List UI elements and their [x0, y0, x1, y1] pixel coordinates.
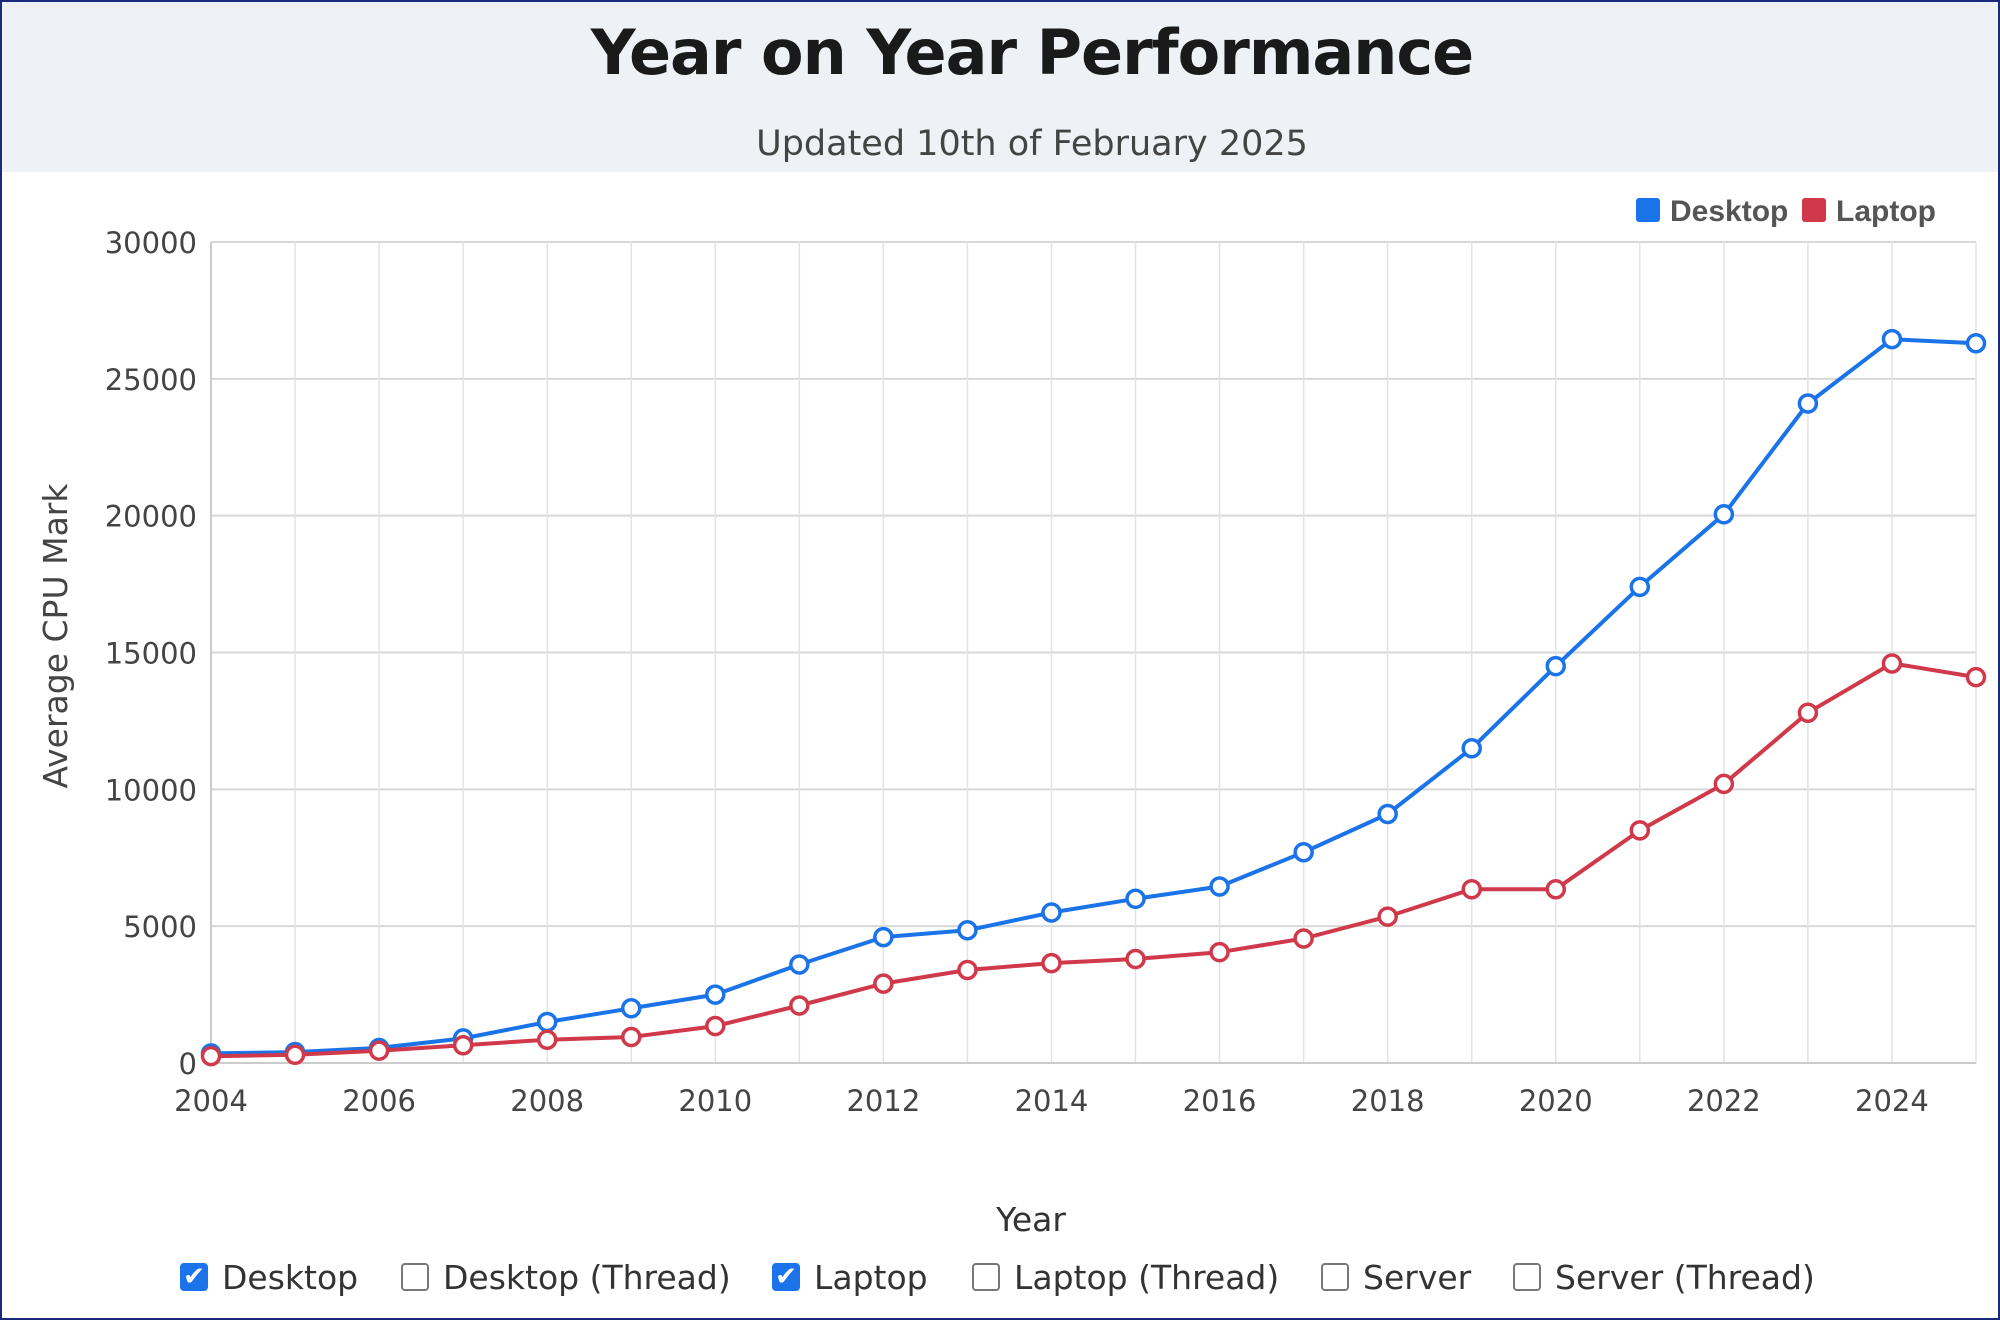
x-tick-label: 2016 — [1183, 1084, 1257, 1118]
data-point-desktop — [536, 1011, 558, 1033]
y-tick-label: 0 — [179, 1047, 197, 1081]
data-point-laptop — [1545, 878, 1567, 900]
x-tick-label: 2018 — [1351, 1084, 1425, 1118]
data-point-laptop — [705, 1015, 726, 1037]
x-tick-label: 2004 — [174, 1084, 248, 1118]
legend-swatch-desktop — [1636, 198, 1660, 222]
toggle-laptop-thread[interactable]: Laptop (Thread) — [972, 1250, 1279, 1304]
toggle-laptop[interactable]: ✔ Laptop — [772, 1250, 928, 1304]
y-axis-label: Average CPU Mark — [36, 483, 75, 789]
x-axis-label: Year — [995, 1200, 1066, 1239]
series-toggles: ✔ Desktop Desktop (Thread) ✔ Laptop Laptop (T… — [0, 1250, 2000, 1304]
series-points — [200, 328, 1987, 1067]
series-line-desktop — [209, 337, 1978, 1056]
series-lines — [209, 337, 1978, 1059]
data-point-laptop — [1041, 952, 1062, 974]
toggle-server[interactable]: Server — [1321, 1250, 1471, 1304]
data-point-laptop — [1377, 906, 1398, 927]
data-point-desktop — [1209, 876, 1230, 897]
y-tick-label: 25000 — [105, 363, 197, 397]
y-tick-label: 15000 — [105, 637, 197, 671]
data-point-desktop — [1965, 333, 1987, 354]
data-point-laptop — [789, 995, 810, 1016]
toggle-desktop-thread[interactable]: Desktop (Thread) — [401, 1250, 731, 1304]
x-tick-label: 2022 — [1687, 1084, 1761, 1118]
data-point-desktop — [1629, 576, 1651, 598]
data-point-laptop — [536, 1029, 558, 1050]
data-point-desktop — [1293, 842, 1314, 863]
x-tick-labels: 2004 2006 2008 2010 2012 2014 2016 2018 2020 2022… — [174, 1084, 1929, 1118]
data-point-laptop — [620, 1026, 642, 1048]
chart-title: Year on Year Performance — [590, 16, 1474, 89]
toggle-label: Server (Thread) — [1555, 1257, 1815, 1297]
x-tick-label: 2012 — [846, 1084, 920, 1118]
data-point-laptop — [873, 973, 894, 994]
data-point-desktop — [1461, 738, 1482, 759]
data-point-laptop — [368, 1040, 390, 1061]
x-tick-label: 2014 — [1015, 1084, 1089, 1118]
y-tick-label: 20000 — [105, 500, 197, 534]
data-point-laptop — [957, 959, 978, 981]
data-point-laptop — [1713, 773, 1735, 795]
x-tick-label: 2020 — [1519, 1084, 1593, 1118]
data-point-desktop — [789, 954, 810, 975]
data-point-laptop — [1461, 878, 1482, 900]
data-point-desktop — [1125, 888, 1146, 910]
checkbox-unchecked-icon[interactable] — [1513, 1263, 1541, 1291]
chart-header: Year on Year Performance Updated 10th of… — [2, 2, 1998, 172]
legend-label-desktop: Desktop — [1670, 195, 1788, 228]
data-point-laptop — [284, 1044, 306, 1066]
y-tick-label: 10000 — [105, 773, 197, 807]
checkbox-unchecked-icon[interactable] — [401, 1263, 429, 1291]
y-tick-labels: 0 5000 10000 15000 20000 25000 30000 — [105, 226, 197, 1081]
x-tick-label: 2008 — [510, 1084, 584, 1118]
checkbox-checked-icon[interactable]: ✔ — [772, 1263, 800, 1291]
toggle-desktop[interactable]: ✔ Desktop — [180, 1250, 358, 1304]
data-point-desktop — [957, 920, 978, 941]
toggle-label: Server — [1363, 1257, 1472, 1297]
data-point-laptop — [1293, 928, 1314, 949]
data-point-laptop — [1209, 941, 1230, 963]
data-point-laptop — [200, 1045, 222, 1067]
legend-swatch-laptop — [1802, 198, 1826, 222]
data-point-desktop — [705, 984, 726, 1005]
data-point-desktop — [873, 926, 894, 948]
data-point-desktop — [620, 998, 642, 1019]
legend-label-laptop: Laptop — [1836, 195, 1936, 228]
data-point-laptop — [1965, 666, 1987, 688]
data-point-laptop — [1125, 948, 1146, 970]
grid-lines — [210, 241, 1977, 1064]
checkbox-unchecked-icon[interactable] — [1321, 1263, 1349, 1291]
data-point-desktop — [1041, 902, 1062, 923]
x-tick-label: 2010 — [678, 1084, 752, 1118]
series-line-laptop — [209, 661, 1978, 1059]
toggle-label: Laptop (Thread) — [1014, 1257, 1280, 1297]
data-point-desktop — [1797, 393, 1819, 414]
data-point-desktop — [1545, 655, 1567, 677]
toggle-label: Laptop — [814, 1257, 928, 1297]
data-point-laptop — [1881, 653, 1903, 674]
data-point-laptop — [1629, 820, 1651, 841]
chart-subtitle: Updated 10th of February 2025 — [756, 124, 1308, 164]
legend: Desktop Laptop — [1636, 195, 1936, 228]
data-point-laptop — [1797, 702, 1819, 723]
toggle-label: Desktop (Thread) — [443, 1257, 731, 1297]
data-point-desktop — [1377, 803, 1398, 825]
checkbox-unchecked-icon[interactable] — [972, 1263, 1000, 1291]
y-tick-label: 5000 — [123, 910, 197, 944]
data-point-desktop — [1881, 328, 1903, 350]
toggle-label: Desktop — [222, 1257, 359, 1297]
x-tick-label: 2006 — [342, 1084, 416, 1118]
x-tick-label: 2024 — [1855, 1084, 1929, 1118]
checkbox-checked-icon[interactable]: ✔ — [180, 1263, 208, 1291]
y-tick-label: 30000 — [105, 226, 197, 260]
data-point-laptop — [452, 1034, 474, 1056]
data-point-desktop — [1713, 504, 1735, 525]
toggle-server-thread[interactable]: Server (Thread) — [1513, 1250, 1815, 1304]
